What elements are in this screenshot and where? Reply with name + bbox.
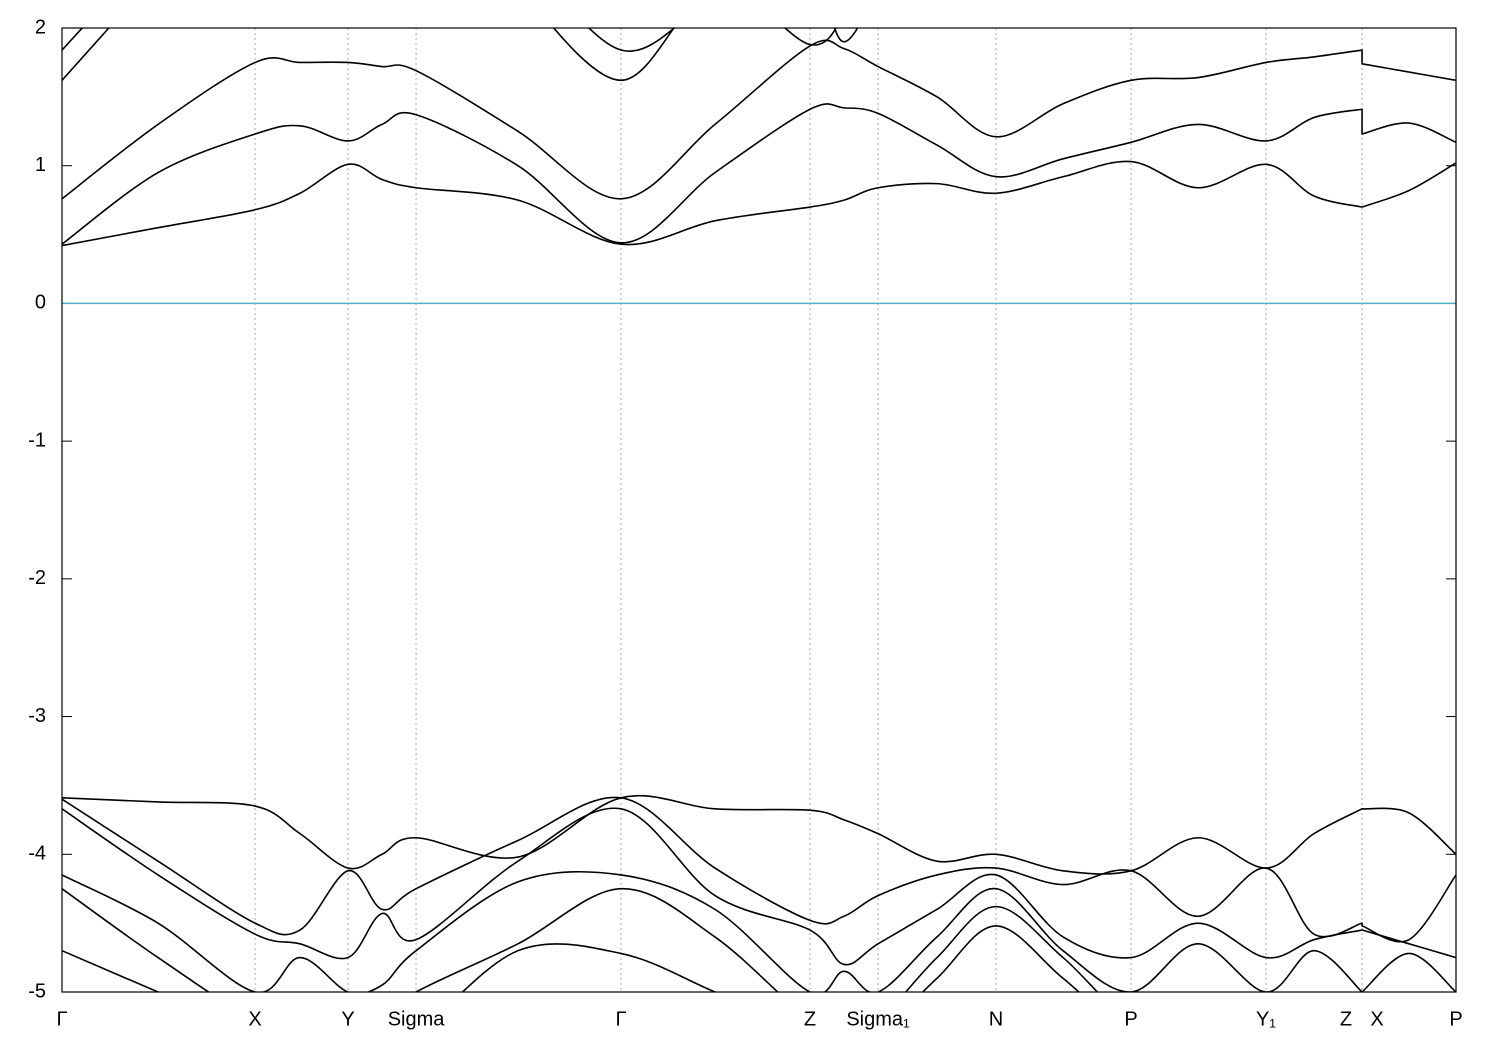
band-line xyxy=(587,28,859,52)
band-line xyxy=(62,807,1456,966)
x-tick-label: N xyxy=(989,1008,1003,1030)
x-tick-label: X xyxy=(1370,1008,1383,1030)
band-line xyxy=(62,103,1456,245)
y-tick-label: -5 xyxy=(28,980,46,1002)
x-tick-label: Y₁ xyxy=(1256,1008,1276,1030)
y-tick-label: -4 xyxy=(28,843,46,865)
x-tick-label: Sigma xyxy=(388,1008,446,1030)
y-tick-label: -1 xyxy=(28,429,46,451)
plot-area xyxy=(62,28,1456,992)
y-tick-label: -3 xyxy=(28,705,46,727)
x-tick-label: Z xyxy=(1340,1008,1352,1030)
x-tick-label: Γ xyxy=(615,1008,626,1030)
x-tick-label: P xyxy=(1124,1008,1137,1030)
band-line xyxy=(62,796,1456,943)
x-tick-label: Γ xyxy=(56,1008,67,1030)
x-tick-label: Z xyxy=(804,1008,816,1030)
x-tick-label: Y xyxy=(341,1008,354,1030)
band-line xyxy=(552,28,837,82)
y-tick-label: 0 xyxy=(35,292,46,314)
band-line xyxy=(62,870,1456,992)
y-tick-label: 2 xyxy=(35,16,46,38)
band-line xyxy=(62,160,1456,247)
x-tick-label: X xyxy=(248,1008,261,1030)
band-line xyxy=(62,28,84,51)
x-tick-label: Sigma₁ xyxy=(846,1008,910,1030)
x-tick-label: P xyxy=(1449,1008,1462,1030)
band-line xyxy=(62,39,1456,200)
plot-frame xyxy=(61,27,1457,993)
y-tick-label: 1 xyxy=(35,154,46,176)
y-tick-label: -2 xyxy=(28,567,46,589)
band-line xyxy=(62,28,110,81)
